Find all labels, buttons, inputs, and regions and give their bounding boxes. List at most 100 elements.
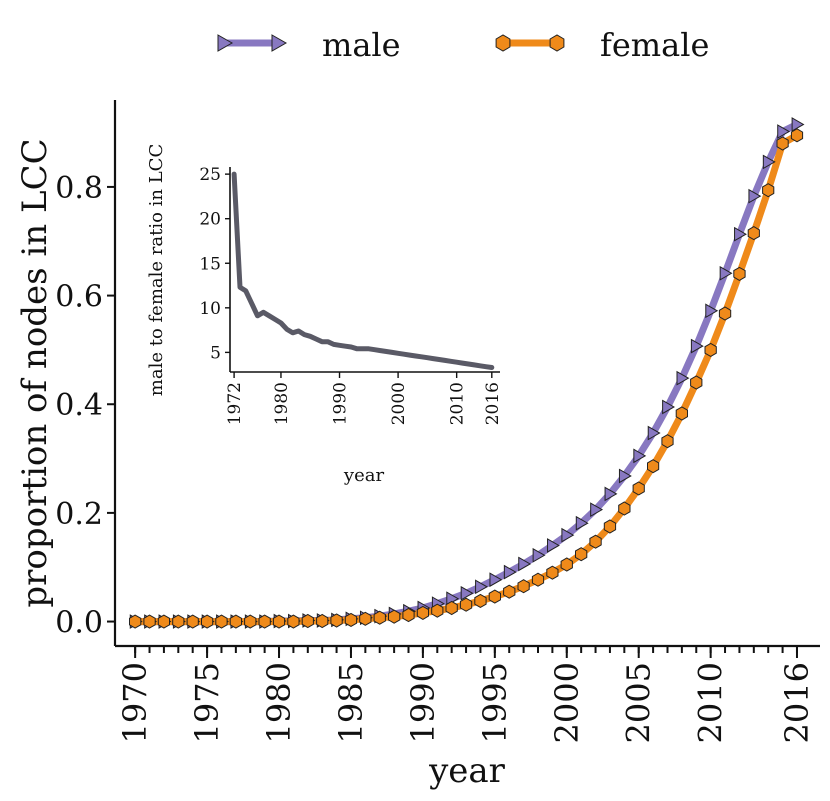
inset-x-tick-label: 1990 [331,382,351,425]
main-x-tick-label: 1970 [116,662,154,743]
male-point [604,486,618,502]
main-y-tick-label: 0.8 [55,171,103,206]
inset-x-axis-label: year [343,465,385,486]
main-y-tick-label: 0.2 [55,497,103,532]
legend: male female [217,26,709,64]
main-y-ticks: 0.0 0.2 0.4 0.6 0.8 [55,171,115,641]
male-point [777,124,791,139]
male-point [618,468,632,484]
inset-y-tick-label: 10 [199,299,221,319]
inset-series [231,171,495,370]
main-x-tick-label: 2005 [620,662,658,743]
male-point [518,556,532,572]
inset-x-tick-label: 1980 [272,382,292,425]
inset-ratio-line [231,171,495,370]
legend-female-sample [495,34,565,52]
male-point [705,303,719,319]
female-point [388,609,401,624]
main-y-axis-label: proportion of nodes in LCC [15,138,55,607]
male-point [676,370,690,386]
female-point [186,614,199,629]
female-point [143,614,156,629]
female-point [517,579,530,594]
male-point [762,154,776,170]
female-point [618,501,631,516]
female-point [704,342,717,357]
inset-y-tick-label: 15 [199,254,221,274]
female-point [201,614,214,629]
female-point [632,481,645,496]
inset-y-axis-label: male to female ratio in LCC [146,144,167,396]
inset-y-ticks: 5 10 15 20 25 [199,165,230,363]
legend-male-marker [217,34,234,52]
female-point [589,534,602,549]
female-point [258,614,271,629]
main-x-tick-label: 1980 [260,662,298,743]
inset-chart: 5 10 15 20 25 1972 1980 1990 2000 2010 2016 male … [146,144,503,486]
main-x-axis-label: year [428,751,506,791]
male-point [575,515,589,531]
main-y-tick-label: 0.6 [55,280,103,315]
female-point [431,603,444,618]
female-point [215,614,228,629]
female-point [373,610,386,625]
female-point [776,136,789,151]
inset-y-tick-label: 20 [199,210,221,230]
female-point [129,614,142,629]
male-point [734,226,747,242]
female-point [790,128,804,143]
female-point [359,611,372,626]
female-point [747,226,760,241]
inset-y-tick-label: 5 [210,343,221,363]
male-point [791,117,805,132]
female-point [560,557,573,572]
inset-x-tick-label: 2010 [448,382,468,425]
female-point [330,613,343,628]
female-point [301,613,314,629]
female-point [459,597,473,612]
female-point [675,406,688,421]
female-point [603,519,617,534]
female-point [762,183,775,198]
female-point [445,600,458,616]
main-x-tick-label: 2016 [778,662,816,743]
female-point [690,375,703,390]
main-x-tick-label: 1990 [404,662,442,743]
male-point [662,399,675,415]
main-x-tick-label: 2000 [548,662,586,743]
female-point [157,614,170,629]
main-y-tick-label: 0.4 [55,388,103,423]
male-point [503,564,517,580]
female-point [488,589,501,604]
female-point [661,434,674,449]
inset-x-tick-label: 2016 [483,382,503,425]
female-point [416,605,429,620]
legend-female-label: female [600,26,709,64]
main-x-ticks: 1970 1975 1980 1985 1990 1995 2000 2005 2010 2016 [116,646,816,743]
female-point [272,614,286,629]
male-point [647,425,661,441]
legend-female-marker [549,34,565,52]
male-point [561,527,575,543]
male-point [748,188,762,204]
male-point [690,338,704,354]
male-point [590,502,604,517]
inset-y-tick-label: 25 [199,165,221,185]
female-point [531,572,545,587]
male-point [489,572,503,588]
female-point [546,565,559,580]
female-point [718,306,732,321]
legend-male-marker [271,34,288,52]
female-point [287,614,300,629]
female-point [647,459,660,474]
female-point [316,613,329,629]
male-point [633,448,647,464]
legend-female-marker [495,34,511,52]
male-point [532,547,546,563]
male-point [719,265,733,281]
male-point [460,585,474,601]
main-series [129,117,805,629]
main-x-tick-label: 1995 [476,662,514,743]
legend-male-label: male [322,26,401,64]
